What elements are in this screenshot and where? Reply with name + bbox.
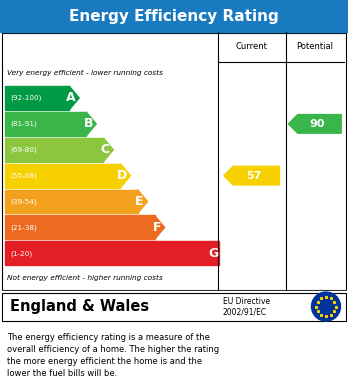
Text: 57: 57 [246,170,262,181]
Text: England & Wales: England & Wales [10,299,149,314]
Bar [5,138,103,162]
Circle shape [311,292,340,321]
Text: Potential: Potential [296,42,333,52]
Text: (39-54): (39-54) [10,198,37,205]
Text: 90: 90 [309,119,325,129]
Text: C: C [101,143,110,156]
Text: D: D [117,169,128,182]
Text: (81-91): (81-91) [10,121,37,127]
Text: Energy Efficiency Rating: Energy Efficiency Rating [69,9,279,23]
Text: Very energy efficient - lower running costs: Very energy efficient - lower running co… [7,70,163,77]
Bar [5,86,69,110]
Text: Current: Current [236,42,268,52]
Text: (69-80): (69-80) [10,147,37,153]
Text: G: G [209,247,219,260]
Text: (21-38): (21-38) [10,224,37,231]
Polygon shape [103,138,113,162]
Bar [5,215,155,239]
Bar [2,33,346,289]
Bar [0,0,348,32]
Polygon shape [86,112,96,136]
Text: E: E [135,195,144,208]
Bar [2,292,346,321]
Text: F: F [152,221,161,234]
Polygon shape [224,166,279,185]
Bar [5,241,219,265]
Bar [5,164,120,188]
Text: EU Directive
2002/91/EC: EU Directive 2002/91/EC [223,297,270,316]
Polygon shape [69,86,79,110]
Polygon shape [137,190,148,213]
Polygon shape [155,215,165,239]
Bar [5,190,137,213]
Text: B: B [84,117,93,130]
Text: Not energy efficient - higher running costs: Not energy efficient - higher running co… [7,275,163,281]
Polygon shape [288,115,341,133]
Text: A: A [66,91,76,104]
Bar [5,112,86,136]
Bar [0,291,348,323]
Text: (55-68): (55-68) [10,172,37,179]
Text: (1-20): (1-20) [10,250,32,256]
Polygon shape [120,164,130,188]
Text: The energy efficiency rating is a measure of the
overall efficiency of a home. T: The energy efficiency rating is a measur… [7,333,219,378]
Text: (92-100): (92-100) [10,95,41,101]
